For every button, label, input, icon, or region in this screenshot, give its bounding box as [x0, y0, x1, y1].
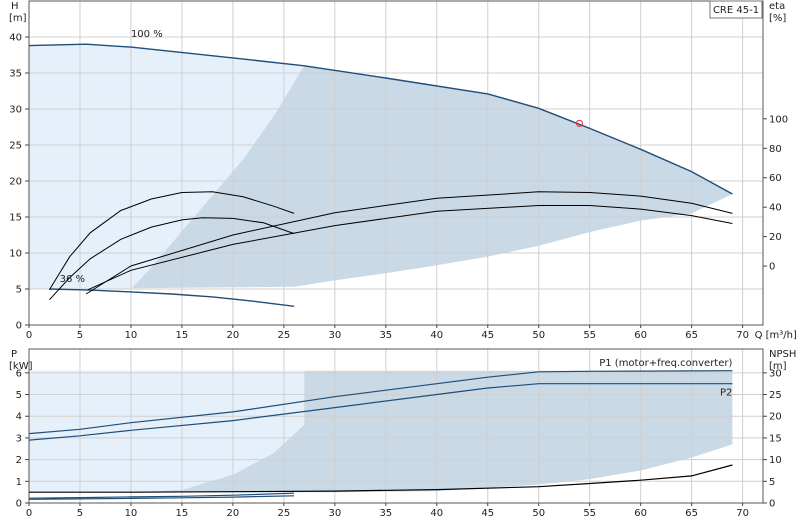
power-npsh-x-tick-label: 25 [277, 508, 290, 519]
power-npsh-x-tick-label: 0 [26, 508, 32, 519]
head-efficiency-y-left-tick-label: 30 [9, 105, 22, 116]
head-efficiency-y-right-unit: [%] [769, 13, 786, 24]
head-efficiency-eta-curve [48, 191, 295, 290]
head-efficiency-y-left-tick-label: 20 [9, 177, 22, 188]
power-npsh-x-tick-label: 20 [227, 508, 240, 519]
head-efficiency-x-tick-label: 35 [379, 330, 392, 341]
head-efficiency-x-tick-label: 30 [328, 330, 341, 341]
head-efficiency-y-right-tick-label: 100 [769, 114, 788, 125]
power-npsh-x-tick-label: 45 [481, 508, 494, 519]
power-npsh-power-curve [28, 370, 733, 435]
head-efficiency-speed-annotation: 100 % [131, 29, 163, 40]
head-efficiency-panel: 0 5 10 15 20 25 30 35 40 0 20 40 60 80 100 H[m] eta[%] 0 5… [9, 0, 797, 341]
power-npsh-y-right-tick-label: 25 [769, 390, 782, 401]
power-npsh-y-right-unit: [m] [769, 361, 787, 372]
power-npsh-y-right-label: NPSH [769, 349, 796, 360]
power-npsh-x-tick-label: 5 [77, 508, 83, 519]
head-efficiency-y-left-tick-label: 40 [9, 33, 22, 44]
head-efficiency-duty-point-marker [576, 119, 583, 127]
power-npsh-x-tick-label: 60 [634, 508, 647, 519]
head-efficiency-head-curve [28, 43, 733, 195]
head-efficiency-x-tick-label: 55 [583, 330, 596, 341]
head-efficiency-x-tick-label: 60 [634, 330, 647, 341]
head-efficiency-x-tick-label: 50 [532, 330, 545, 341]
power-npsh-legend-label: P1 (motor+freq.converter) [599, 358, 732, 369]
power-npsh-y-left-tick-label: 6 [16, 368, 22, 379]
head-efficiency-x-tick-label: 65 [685, 330, 698, 341]
model-label: CRE 45-1 [713, 5, 759, 16]
head-efficiency-x-tick-label: 5 [77, 330, 83, 341]
head-efficiency-y-right-tick-label: 40 [769, 203, 782, 214]
head-efficiency-eta-curve [49, 217, 295, 301]
head-efficiency-x-axis-label: Q [m³/h] [755, 330, 797, 341]
head-efficiency-head-curve [49, 288, 295, 307]
head-efficiency-y-left-tick-label: 35 [9, 69, 22, 80]
power-npsh-x-tick-label: 40 [430, 508, 443, 519]
power-npsh-power-curve [28, 492, 295, 499]
power-npsh-x-tick-label: 15 [176, 508, 189, 519]
head-efficiency-speed-annotation: 36 % [60, 274, 85, 285]
power-npsh-y-left-tick-label: 4 [16, 412, 22, 423]
power-npsh-y-left-label: P [11, 349, 17, 360]
head-efficiency-y-right-tick-label: 80 [769, 144, 782, 155]
head-efficiency-x-tick-label: 15 [176, 330, 189, 341]
power-npsh-power-curve [28, 495, 295, 500]
power-npsh-x-tick-label: 10 [125, 508, 138, 519]
head-efficiency-x-tick-label: 20 [227, 330, 240, 341]
power-npsh-x-tick-label: 35 [379, 508, 392, 519]
head-efficiency-y-left-tick-label: 15 [9, 213, 22, 224]
head-efficiency-y-left-tick-label: 5 [16, 285, 22, 296]
power-npsh-plot-frame [28, 348, 764, 504]
head-efficiency-y-right-tick-label: 20 [769, 232, 782, 243]
head-efficiency-y-left-unit: [m] [9, 13, 27, 24]
power-npsh-y-left-tick-label: 0 [16, 499, 22, 510]
power-npsh-y-left-tick-label: 1 [16, 477, 22, 488]
power-npsh-low-speed-area [29, 370, 305, 493]
power-npsh-npsh-curve [29, 464, 733, 493]
head-efficiency-eta-curve [85, 191, 733, 295]
head-efficiency-x-tick-label: 0 [26, 330, 32, 341]
power-npsh-power-curve [28, 383, 733, 441]
power-npsh-y-right-tick-label: 10 [769, 455, 782, 466]
model-label-box: CRE 45-1 [709, 0, 763, 19]
head-efficiency-y-left-label: H [11, 1, 19, 12]
power-npsh-x-tick-label: 55 [583, 508, 596, 519]
power-npsh-y-right-tick-label: 30 [769, 368, 782, 379]
power-npsh-y-right-tick-label: 20 [769, 412, 782, 423]
head-efficiency-y-right-label: eta [769, 1, 785, 12]
power-npsh-x-tick-label: 65 [685, 508, 698, 519]
power-npsh-y-left-tick-label: 5 [16, 390, 22, 401]
power-npsh-y-left-unit: [kW] [9, 361, 33, 372]
head-efficiency-y-left-tick-label: 0 [16, 321, 22, 332]
power-npsh-y-right-tick-label: 5 [769, 477, 775, 488]
head-efficiency-x-tick-label: 10 [125, 330, 138, 341]
head-efficiency-x-tick-label: 40 [430, 330, 443, 341]
power-npsh-y-right-tick-label: 15 [769, 433, 782, 444]
head-efficiency-y-left-tick-label: 25 [9, 141, 22, 152]
power-npsh-y-left-tick-label: 2 [16, 455, 22, 466]
power-npsh-y-left-tick-label: 3 [16, 433, 22, 444]
head-efficiency-eta-curve [87, 205, 733, 291]
power-npsh-x-tick-label: 30 [328, 508, 341, 519]
head-efficiency-y-right-tick-label: 0 [769, 262, 775, 273]
power-npsh-x-tick-label: 50 [532, 508, 545, 519]
power-npsh-y-right-tick-label: 0 [769, 499, 775, 510]
head-efficiency-x-tick-label: 45 [481, 330, 494, 341]
head-efficiency-y-right-tick-label: 60 [769, 173, 782, 184]
power-npsh-legend-label: P2 [720, 387, 732, 398]
head-efficiency-x-tick-label: 70 [736, 330, 749, 341]
head-efficiency-y-left-tick-label: 10 [9, 249, 22, 260]
head-efficiency-x-tick-label: 25 [277, 330, 290, 341]
power-npsh-x-tick-label: 70 [736, 508, 749, 519]
head-efficiency-plot-frame [28, 0, 764, 326]
